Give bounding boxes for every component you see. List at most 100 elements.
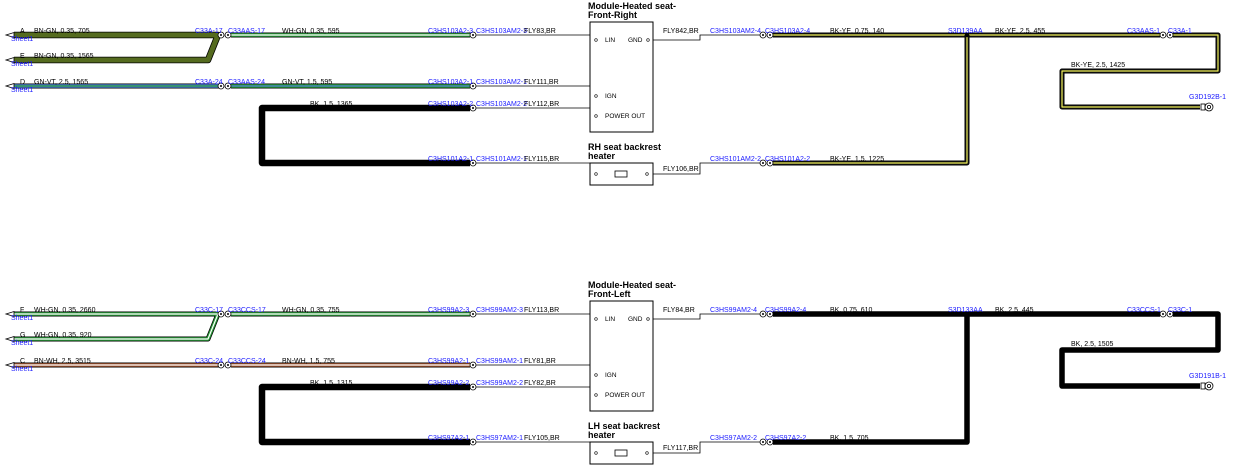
- splice-point: [964, 311, 970, 317]
- wire-label-htr: BK-YE, 1.5, 1225: [830, 156, 884, 163]
- connector-ign-1: C3HS103A2-1: [428, 79, 473, 86]
- terminal-ign-a-dot: [472, 85, 474, 87]
- wire-pwr: [259, 384, 470, 445]
- terminal-in-2b-dot: [227, 85, 229, 87]
- sheet-link-d: Sheet1: [11, 87, 33, 94]
- connector-lin-2: C3HS103AM2-3: [476, 28, 527, 35]
- wire-label-d: GN-VT, 2.5, 1565: [34, 79, 88, 86]
- heater-pin-1: [594, 172, 598, 176]
- connector-htr-3: C3HS97AM2-2: [710, 435, 757, 442]
- fly-label-pwr: FLY82,BR: [524, 380, 556, 387]
- terminal-htr-a-dot: [472, 162, 474, 164]
- connector-ign-2: C3HS99AM2-1: [476, 358, 523, 365]
- connector-in-1: C33C-17: [195, 307, 223, 314]
- fly-label-ign: FLY111,BR: [524, 79, 559, 86]
- terminal-r-a-dot: [1162, 34, 1164, 36]
- splice-point: [964, 32, 970, 38]
- wire-htr-stripe: [773, 35, 968, 164]
- connector-pwr-1: C3HS103A2-2: [428, 101, 473, 108]
- fly-pwr-lead: [476, 107, 596, 116]
- fly-label-pwr: FLY112,BR: [524, 101, 559, 108]
- connector-htr-1: C3HS97A2-1: [428, 435, 469, 442]
- connector-r-1: C33CCS-1: [1127, 307, 1161, 314]
- heater-pin-2: [645, 451, 649, 455]
- fly-label-htr: FLY115,BR: [524, 156, 559, 163]
- sheet-arrow-1: [4, 31, 15, 39]
- fly-label-lin: FLY83,BR: [524, 28, 556, 35]
- connector-in-4: C33AAS-24: [228, 79, 265, 86]
- terminal-pwr-a-dot: [472, 386, 474, 388]
- wire-gnd-ground-stripe: [1061, 34, 1219, 108]
- wire-label-htr: BK, 1.5, 705: [830, 435, 869, 442]
- pin-lin-mark: [594, 317, 598, 321]
- ground-label: G3D192B-1: [1189, 94, 1226, 101]
- connector-in-4: C33CCS-24: [228, 358, 266, 365]
- pin-label-lin: LIN: [605, 37, 615, 44]
- heater-pin-1: [594, 451, 598, 455]
- connector-lin-1: C3HS99A2-3: [428, 307, 469, 314]
- fly-ign-lead: [476, 364, 596, 375]
- fly-gnd-lead: [653, 34, 760, 41]
- wires-layer: [14, 31, 1221, 454]
- connector-pwr-2: C3HS103AM2-2: [476, 101, 527, 108]
- connector-ign-1: C3HS99A2-1: [428, 358, 469, 365]
- pin-gnd-mark: [646, 38, 650, 42]
- connector-htr-1: C3HS101A2-1: [428, 156, 473, 163]
- wire-label-gnd-2: BK, 2.5, 445: [995, 307, 1034, 314]
- sheet-arrow-1: [4, 310, 15, 318]
- ground-symbol-lug: [1200, 382, 1206, 390]
- wire-label-gnd: BK-YE, 0.75, 140: [830, 28, 884, 35]
- wire-gnd-ground: [1060, 312, 1220, 388]
- wire-label-pwr: BK, 1.5, 1315: [310, 380, 353, 387]
- pin-ign-mark: [594, 94, 598, 98]
- wire-htr-outline: [773, 35, 970, 166]
- wire-letter-g: G: [20, 332, 25, 339]
- terminal-lin-a-dot: [472, 313, 474, 315]
- ground-symbol-inner: [1207, 105, 1212, 110]
- terminal-lin-a-dot: [472, 34, 474, 36]
- sheet-arrow-2: [4, 56, 15, 64]
- module-title-line-2: Front-Right: [588, 10, 637, 20]
- heater-title: LH seat backrest heater: [588, 421, 660, 440]
- module-title: Module-Heated seat-Front-Left: [588, 280, 676, 299]
- terminal-gnd-a-dot: [762, 34, 764, 36]
- connector-htr-3: C3HS101AM2-2: [710, 156, 761, 163]
- sheet-link-e: Sheet1: [11, 61, 33, 68]
- connector-gnd-1: C3HS103AM2-4: [710, 28, 761, 35]
- connector-lin-1: C3HS103A2-3: [428, 28, 473, 35]
- terminal-r-b-dot: [1169, 313, 1171, 315]
- pin-label-pwr: POWER OUT: [605, 392, 645, 399]
- heater-title-line-2: heater: [588, 151, 616, 161]
- heater-title-line-2: heater: [588, 430, 616, 440]
- fly-label-htr-2: FLY106,BR: [663, 166, 699, 173]
- sheet-link-a: Sheet1: [11, 36, 33, 43]
- terminal-in-1a-dot: [220, 34, 222, 36]
- wire-label-e: BN-GN, 0.35, 1565: [34, 53, 94, 60]
- sheet-arrow-2: [4, 335, 15, 343]
- pin-label-lin: LIN: [605, 316, 615, 323]
- terminal-in-1b-dot: [227, 34, 229, 36]
- terminal-htr-b-dot: [762, 162, 764, 164]
- wire-pwr: [259, 105, 470, 166]
- module-title: Module-Heated seat-Front-Right: [588, 1, 676, 20]
- pin-ign-mark: [594, 373, 598, 377]
- pin-label-pwr: POWER OUT: [605, 113, 645, 120]
- connector-in-3: C33A-24: [195, 79, 223, 86]
- wire-label-gnd-3: BK, 2.5, 1505: [1071, 341, 1114, 348]
- connector-gnd-1: C3HS99AM2-4: [710, 307, 757, 314]
- pin-pwr-mark: [594, 114, 598, 118]
- connector-in-1: C33A-17: [195, 28, 223, 35]
- module-title-line-1: Module-Heated seat-: [588, 1, 676, 11]
- terminal-r-a-dot: [1162, 313, 1164, 315]
- connector-htr-2: C3HS101AM2-1: [476, 156, 527, 163]
- heater-title-line-1: LH seat backrest: [588, 421, 660, 431]
- wire-label-gnd: BK, 0.75, 610: [830, 307, 873, 314]
- wire-pwr-outline: [258, 104, 470, 167]
- terminal-htr-c-dot: [769, 441, 771, 443]
- pin-label-gnd: GND: [628, 316, 643, 323]
- terminal-in-2a-dot: [220, 364, 222, 366]
- wire-letter-a: A: [20, 28, 25, 35]
- terminal-in-2b-dot: [227, 364, 229, 366]
- terminal-r-b-dot: [1169, 34, 1171, 36]
- pin-label-ign: IGN: [605, 93, 617, 100]
